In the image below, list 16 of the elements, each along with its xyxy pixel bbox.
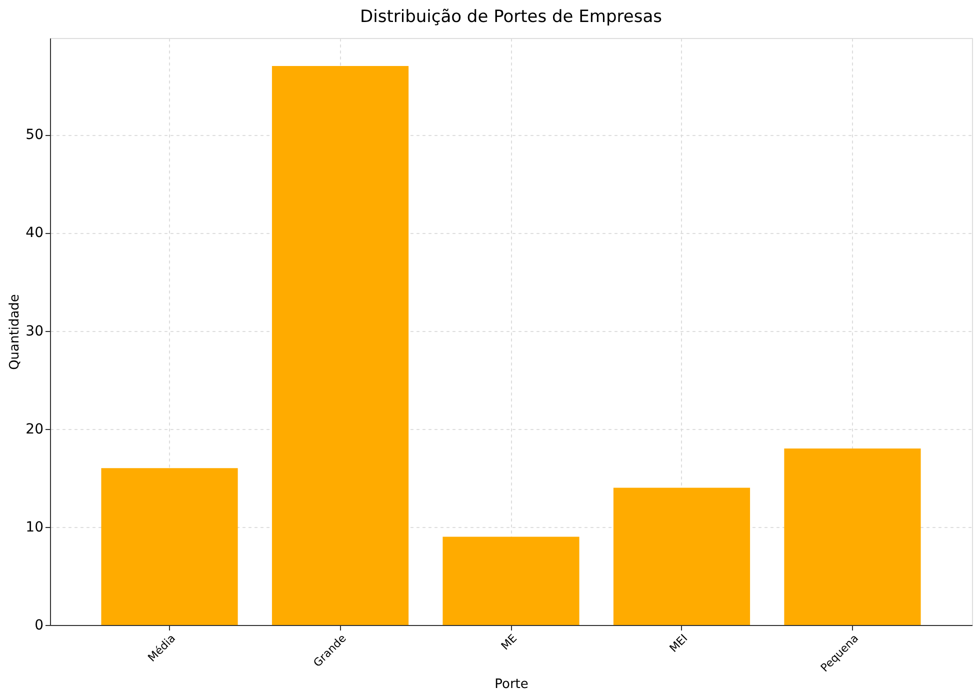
y-tick-label: 0 — [34, 618, 44, 634]
bar — [101, 468, 238, 625]
y-tick-label: 50 — [26, 127, 44, 144]
x-axis-title: Porte — [494, 676, 528, 692]
y-tick-label: 40 — [26, 225, 44, 242]
x-tick-label: ME — [498, 632, 520, 653]
bar — [784, 448, 921, 625]
chart-title: Distribuição de Portes de Empresas — [360, 7, 662, 27]
bar — [442, 536, 580, 625]
bar — [272, 66, 409, 625]
y-tick-label: 30 — [26, 323, 44, 340]
y-axis-title: Quantidade — [8, 294, 23, 370]
x-tick-label: MEI — [667, 632, 690, 655]
y-tick-label: 20 — [26, 421, 44, 438]
bar — [613, 488, 750, 625]
y-tick-label: 10 — [26, 519, 44, 536]
